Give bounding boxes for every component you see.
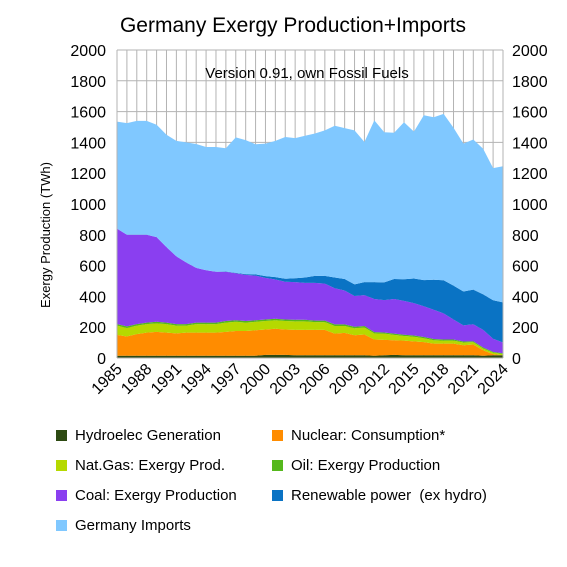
area-coal-exergy-production bbox=[117, 228, 503, 354]
chart-subtitle: Version 0.91, own Fossil Fuels bbox=[205, 65, 408, 82]
series-areas bbox=[117, 113, 503, 358]
y-tick-label-right: 400 bbox=[512, 289, 539, 306]
y-axis-label: Exergy Production (TWh) bbox=[38, 162, 53, 308]
y-tick-label-left: 600 bbox=[79, 259, 106, 276]
y-tick-label-right: 1400 bbox=[512, 135, 548, 152]
y-tick-label-left: 1600 bbox=[70, 105, 106, 122]
y-tick-label-left: 1400 bbox=[70, 135, 106, 152]
y-tick-label-left: 1200 bbox=[70, 166, 106, 183]
y-tick-label-right: 2000 bbox=[512, 43, 548, 60]
y-tick-label-left: 200 bbox=[79, 320, 106, 337]
area-germany-imports bbox=[117, 113, 503, 303]
y-tick-label-right: 1600 bbox=[512, 105, 548, 122]
area-renewable-power-ex-hydro bbox=[117, 228, 503, 343]
area-oil-exergy-production bbox=[117, 318, 503, 354]
chart-title: Germany Exergy Production+Imports bbox=[120, 14, 466, 37]
y-tick-label-right: 0 bbox=[512, 351, 521, 368]
y-tick-label-right: 800 bbox=[512, 228, 539, 245]
y-tick-label-left: 0 bbox=[97, 351, 106, 368]
y-tick-label-left: 1000 bbox=[70, 197, 106, 214]
y-tick-label-right: 1200 bbox=[512, 166, 548, 183]
area-nat-gas-exergy-prod bbox=[117, 320, 503, 356]
y-tick-label-left: 2000 bbox=[70, 43, 106, 60]
axes bbox=[116, 50, 504, 359]
y-tick-label-left: 400 bbox=[79, 289, 106, 306]
y-tick-label-right: 1000 bbox=[512, 197, 548, 214]
y-tick-label-left: 800 bbox=[79, 228, 106, 245]
y-tick-label-right: 600 bbox=[512, 259, 539, 276]
area-nuclear-consumption bbox=[117, 328, 503, 356]
y-tick-label-right: 1800 bbox=[512, 74, 548, 91]
y-tick-label-right: 200 bbox=[512, 320, 539, 337]
y-tick-label-left: 1800 bbox=[70, 74, 106, 91]
